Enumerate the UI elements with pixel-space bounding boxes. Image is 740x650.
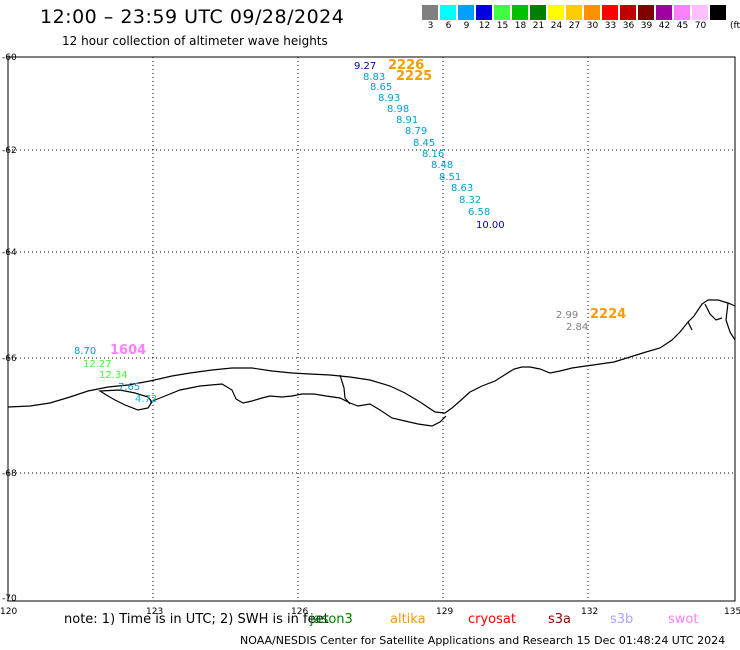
lat-label: -62 [2, 146, 17, 156]
scale-label: 27 [568, 21, 581, 31]
lat-label: -66 [2, 354, 17, 364]
wave-height-value: 8.93 [378, 93, 400, 104]
latitude-axis: -60 -62 -64 -66 -68 -70 [2, 53, 17, 604]
scale-swatch [512, 5, 529, 20]
wave-height-value: 8.65 [370, 82, 392, 93]
scale-label: 70 [694, 21, 707, 31]
wave-height-value: 8.45 [413, 138, 435, 149]
wave-height-value: 8.83 [363, 72, 385, 83]
scale-swatch [566, 5, 583, 20]
wave-height-value: 8.16 [422, 149, 444, 160]
lon-label: 135 [724, 607, 740, 617]
wave-height-value: 7.65 [118, 382, 140, 393]
lon-label: 132 [581, 607, 598, 617]
wave-height-value: 8.32 [459, 195, 481, 206]
lat-label: -70 [2, 594, 17, 604]
wave-height-value: 8.48 [431, 160, 453, 171]
wave-height-value: 8.91 [396, 115, 418, 126]
scale-swatch [710, 5, 727, 20]
scale-label: 3 [427, 21, 434, 31]
satellite-s3b: s3b [610, 612, 634, 627]
scale-label: 30 [586, 21, 599, 31]
wave-height-value: 8.70 [74, 346, 96, 357]
footer-credit: NOAA/NESDIS Center for Satellite Applica… [240, 634, 726, 647]
wave-height-value: 12.27 [83, 359, 112, 370]
scale-label: 33 [604, 21, 617, 31]
scale-label: 24 [550, 21, 563, 31]
wave-height-value: 8.63 [451, 183, 473, 194]
scale-swatch [422, 5, 439, 20]
scale-label: 6 [445, 21, 452, 31]
coastline [7, 299, 736, 414]
map-frame [7, 56, 736, 602]
scale-swatch [476, 5, 493, 20]
lon-label: 126 [291, 607, 308, 617]
scale-swatch [548, 5, 565, 20]
wave-height-value: 10.00 [476, 220, 505, 231]
scale-swatch [692, 5, 709, 20]
coastline-inner [149, 383, 447, 427]
scale-swatch [638, 5, 655, 20]
scale-label: 18 [514, 21, 527, 31]
scale-label: 36 [622, 21, 635, 31]
pass-number: 2226 [388, 58, 424, 73]
map-title: 12:00 – 23:59 UTC 09/28/2024 [40, 6, 345, 28]
pass-number: 1604 [110, 343, 146, 358]
scale-swatch [530, 5, 547, 20]
satellite-jason3: jason3 [310, 612, 353, 627]
scale-swatch [656, 5, 673, 20]
lat-label: -68 [2, 469, 17, 479]
scale-label: 15 [496, 21, 509, 31]
scale-label: 42 [658, 21, 671, 31]
scale-label: 21 [532, 21, 545, 31]
scale-label: 45 [676, 21, 689, 31]
scale-swatch [494, 5, 511, 20]
wave-height-value: 8.51 [439, 172, 461, 183]
lon-gridlines [152, 57, 589, 601]
wave-height-value: 2.99 [556, 310, 578, 321]
wave-height-value: 6.58 [468, 207, 490, 218]
scale-swatch [440, 5, 457, 20]
wave-height-value: 2.84 [566, 322, 588, 333]
lon-label: 120 [0, 607, 17, 617]
scale-swatch [458, 5, 475, 20]
altimeter-tracks: 9.27 22268.838.658.938.988.918.798.458.16… [74, 58, 626, 405]
wave-height-value: 12.34 [99, 370, 128, 381]
scale-label: 9 [463, 21, 470, 31]
coastline-bay [339, 302, 736, 405]
scale-swatch [584, 5, 601, 20]
scale-label: 39 [640, 21, 653, 31]
coastline-ice-shelf [98, 389, 153, 411]
scale-swatch [620, 5, 637, 20]
satellite-s3a: s3a [548, 612, 572, 627]
wave-height-value: 8.79 [405, 126, 427, 137]
pass-number: 2224 [590, 307, 626, 322]
note-text: note: 1) Time is in UTC; 2) SWH is in fe… [64, 612, 329, 627]
scale-swatch [602, 5, 619, 20]
scale-swatch [674, 5, 691, 20]
satellite-swot: swot [668, 612, 699, 627]
scale-label: 12 [478, 21, 491, 31]
scale-units: (ft) [730, 21, 740, 31]
pass-number: 2225 [396, 69, 432, 84]
wave-height-value: 9.27 [354, 61, 376, 72]
satellite-cryosat: cryosat [468, 612, 516, 627]
wave-height-value: 4.72 [135, 394, 157, 405]
wave-height-value: 8.98 [387, 104, 409, 115]
lon-label: 123 [146, 607, 163, 617]
map-subtitle: 12 hour collection of altimeter wave hei… [62, 34, 328, 48]
satellite-altika: altika [390, 612, 426, 627]
lat-label: -64 [2, 248, 17, 258]
longitude-axis: 120 123 126 129 132 135 [0, 607, 740, 617]
lat-label: -60 [2, 53, 17, 63]
lon-label: 129 [436, 607, 453, 617]
